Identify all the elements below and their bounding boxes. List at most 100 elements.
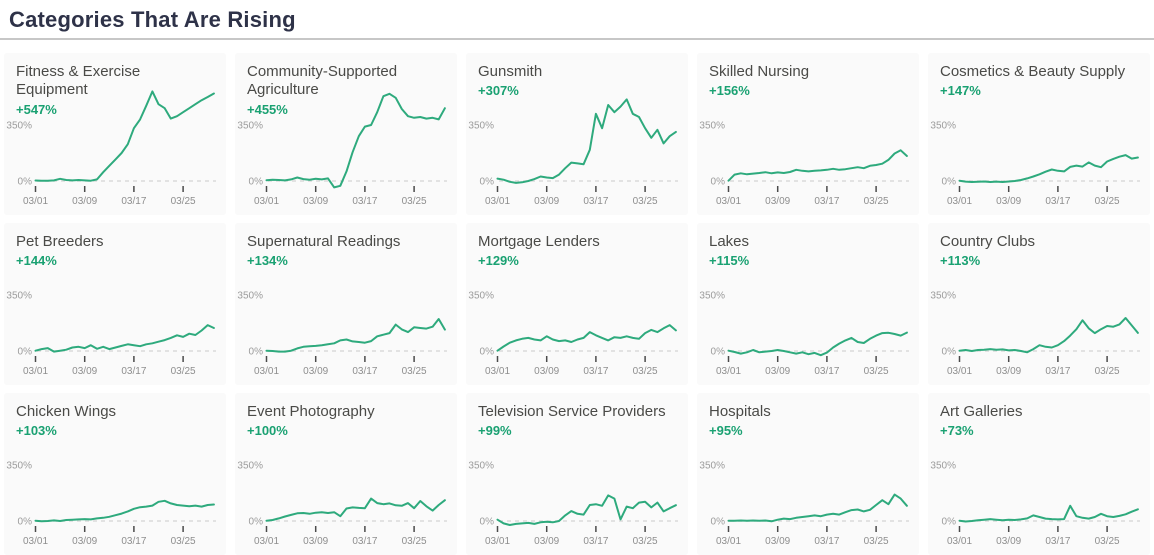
category-card[interactable]: Skilled Nursing +156% 350% 0% 03/01 03/09 03… (697, 53, 919, 215)
x-axis-tick-label: 03/17 (814, 196, 839, 207)
y-axis-label-350: 350% (6, 291, 32, 302)
category-title: Mortgage Lenders (478, 233, 600, 250)
trend-line (958, 154, 1139, 183)
trend-sparkline-chart: 350% 0% 03/01 03/09 03/17 03/25 (699, 461, 909, 547)
x-axis-tick-label: 03/25 (864, 196, 889, 207)
trend-sparkline-chart: 350% 0% 03/01 03/09 03/17 03/25 (930, 121, 1140, 207)
x-axis-tick-label: 03/09 (72, 536, 97, 547)
category-title: Supernatural Readings (247, 233, 401, 250)
category-change-badge: +99% (478, 423, 512, 439)
category-card[interactable]: Country Clubs +113% 350% 0% 03/01 03/09 03/1… (928, 223, 1150, 385)
x-axis-tick-label: 03/01 (23, 196, 48, 207)
x-axis-tick-label: 03/25 (171, 536, 196, 547)
y-axis-label-350: 350% (699, 461, 725, 472)
category-title: Pet Breeders (16, 233, 104, 250)
category-card[interactable]: Television Service Providers +99% 350% 0%… (466, 393, 688, 555)
trend-line (496, 98, 677, 184)
y-axis-label-350: 350% (699, 291, 725, 302)
y-axis-label-0: 0% (18, 177, 33, 188)
x-axis-tick-label: 03/01 (254, 366, 279, 377)
y-axis-label-350: 350% (6, 461, 32, 472)
y-axis-label-0: 0% (480, 347, 495, 358)
trend-line (496, 324, 677, 352)
y-axis-label-0: 0% (18, 517, 33, 528)
category-card[interactable]: Mortgage Lenders +129% 350% 0% 03/01 03/09 0… (466, 223, 688, 385)
trend-line (727, 493, 908, 523)
category-card[interactable]: Cosmetics & Beauty Supply +147% 350% 0% 03… (928, 53, 1150, 215)
x-axis-tick-label: 03/17 (814, 366, 839, 377)
x-axis-tick-label: 03/01 (254, 536, 279, 547)
x-axis-tick-label: 03/17 (352, 196, 377, 207)
x-axis-tick-label: 03/09 (303, 366, 328, 377)
category-change-badge: +103% (16, 423, 57, 439)
trend-sparkline-chart: 350% 0% 03/01 03/09 03/17 03/25 (6, 291, 216, 377)
y-axis-label-350: 350% (930, 461, 956, 472)
trend-sparkline-chart: 350% 0% 03/01 03/09 03/17 03/25 (930, 291, 1140, 377)
category-title: Cosmetics & Beauty Supply (940, 63, 1126, 80)
x-axis-tick-label: 03/01 (947, 366, 972, 377)
page-title: Categories That Are Rising (9, 7, 296, 32)
category-card[interactable]: Art Galleries +73% 350% 0% 03/01 03/09 03/17… (928, 393, 1150, 555)
category-card[interactable]: Chicken Wings +103% 350% 0% 03/01 03/09 03/1… (4, 393, 226, 555)
x-axis-tick-label: 03/09 (534, 536, 559, 547)
x-axis-tick-label: 03/17 (352, 366, 377, 377)
x-axis-tick-label: 03/17 (352, 536, 377, 547)
trend-line (34, 90, 215, 182)
category-cards-grid: Fitness & Exercise Equipment +547% 350% 0… (0, 40, 1154, 555)
category-change-badge: +307% (478, 83, 519, 99)
x-axis-tick-label: 03/09 (765, 366, 790, 377)
y-axis-label-0: 0% (249, 177, 264, 188)
x-axis-tick-label: 03/09 (996, 536, 1021, 547)
trend-line (265, 318, 446, 353)
x-axis-tick-label: 03/09 (765, 196, 790, 207)
trend-line (727, 331, 908, 357)
category-change-badge: +455% (247, 101, 288, 117)
y-axis-label-350: 350% (699, 121, 725, 132)
x-axis-tick-label: 03/09 (534, 366, 559, 377)
x-axis-tick-label: 03/25 (1095, 536, 1120, 547)
y-axis-label-0: 0% (711, 177, 726, 188)
category-card[interactable]: Fitness & Exercise Equipment +547% 350% 0… (4, 53, 226, 215)
category-title: Gunsmith (478, 63, 543, 80)
y-axis-label-0: 0% (942, 347, 957, 358)
x-axis-tick-label: 03/17 (1045, 196, 1070, 207)
x-axis-tick-label: 03/09 (996, 366, 1021, 377)
trend-sparkline-chart: 350% 0% 03/01 03/09 03/17 03/25 (6, 461, 216, 547)
category-title: Lakes (709, 233, 750, 250)
category-card[interactable]: Lakes +115% 350% 0% 03/01 03/09 03/17 03/25 (697, 223, 919, 385)
category-card[interactable]: Event Photography +100% 350% 0% 03/01 03/09… (235, 393, 457, 555)
trend-sparkline-chart: 350% 0% 03/01 03/09 03/17 03/25 (237, 92, 447, 207)
trend-line (34, 499, 215, 523)
x-axis-tick-label: 03/25 (1095, 196, 1120, 207)
trend-sparkline-chart: 350% 0% 03/01 03/09 03/17 03/25 (468, 98, 678, 207)
x-axis-tick-label: 03/25 (171, 196, 196, 207)
x-axis-tick-label: 03/09 (72, 196, 97, 207)
y-axis-label-350: 350% (468, 291, 494, 302)
x-axis-tick-label: 03/09 (303, 536, 328, 547)
x-axis-tick-label: 03/01 (716, 536, 741, 547)
x-axis-tick-label: 03/01 (254, 196, 279, 207)
category-change-badge: +73% (940, 423, 974, 439)
category-card[interactable]: Hospitals +95% 350% 0% 03/01 03/09 03/17 03/2… (697, 393, 919, 555)
category-card[interactable]: Community-Supported Agriculture +455% 35… (235, 53, 457, 215)
y-axis-label-0: 0% (480, 177, 495, 188)
y-axis-label-0: 0% (711, 517, 726, 528)
category-card[interactable]: Pet Breeders +144% 350% 0% 03/01 03/09 03/17… (4, 223, 226, 385)
trend-line (265, 92, 446, 189)
category-title: Fitness & Exercise Equipment (16, 63, 141, 99)
x-axis-tick-label: 03/25 (402, 536, 427, 547)
x-axis-tick-label: 03/25 (633, 196, 658, 207)
category-card[interactable]: Gunsmith +307% 350% 0% 03/01 03/09 03/17 03/2… (466, 53, 688, 215)
x-axis-tick-label: 03/09 (72, 366, 97, 377)
x-axis-tick-label: 03/01 (716, 366, 741, 377)
trend-line (496, 494, 677, 526)
category-title: Chicken Wings (16, 403, 117, 420)
category-change-badge: +156% (709, 83, 750, 99)
y-axis-label-350: 350% (930, 121, 956, 132)
x-axis-tick-label: 03/01 (716, 196, 741, 207)
category-change-badge: +113% (940, 253, 981, 269)
category-title: Art Galleries (940, 403, 1023, 420)
x-axis-tick-label: 03/25 (402, 366, 427, 377)
category-card[interactable]: Supernatural Readings +134% 350% 0% 03/01 0… (235, 223, 457, 385)
y-axis-label-0: 0% (249, 517, 264, 528)
